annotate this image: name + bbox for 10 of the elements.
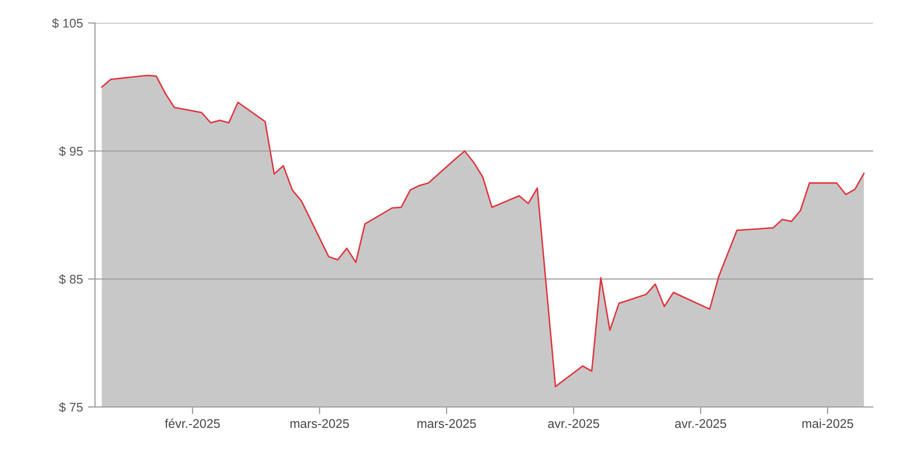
y-tick-label: $ 85: [59, 274, 83, 284]
x-tick-label: avr.-2025: [675, 419, 726, 428]
x-tick-label: mars-2025: [418, 419, 476, 428]
x-tick-label: avr.-2025: [548, 419, 600, 428]
x-tick-label: mai-2025: [802, 418, 854, 428]
x-tick-label: févr.-2025: [164, 418, 220, 428]
y-tick-label: $ 75: [59, 402, 83, 412]
y-tick-label: $ 95: [59, 146, 83, 156]
x-tick-label: mars-2025: [290, 419, 349, 428]
y-tick-label: $ 105: [52, 18, 83, 28]
